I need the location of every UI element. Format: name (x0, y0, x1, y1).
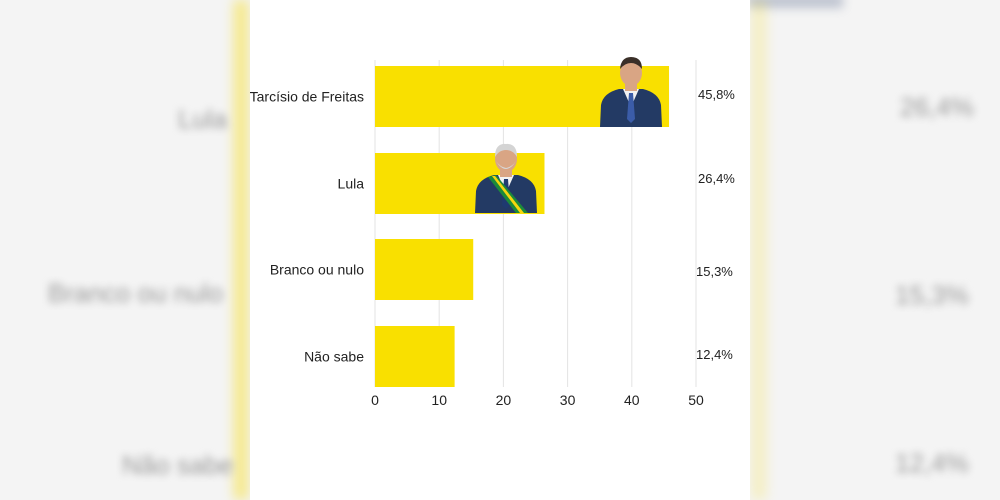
bar-chart: Tarcísio de Freitas Lula Branco ou nulo Não… (250, 57, 735, 408)
chart-panel: Tarcísio de Freitas Lula Branco ou nulo Não… (250, 0, 750, 500)
value-labels: 45,8% 26,4% 15,3% 12,4% (696, 87, 735, 362)
bar (375, 239, 474, 300)
category-labels: Tarcísio de Freitas Lula Branco ou nulo Não… (250, 89, 364, 365)
bar (375, 326, 455, 387)
x-axis-ticks: 0 10 20 30 40 50 (371, 392, 704, 408)
backdrop-text-1: Lula (178, 104, 228, 134)
x-tick-label: 40 (624, 392, 640, 408)
value-label: 15,3% (696, 264, 733, 279)
candidate-photo-tarcisio (600, 57, 662, 127)
category-label: Tarcísio de Freitas (250, 89, 364, 105)
candidate-photos (475, 57, 662, 213)
value-label: 26,4% (698, 171, 735, 186)
x-tick-label: 20 (496, 392, 512, 408)
backdrop-text-6: 12,4% (895, 448, 969, 478)
x-tick-label: 30 (560, 392, 576, 408)
value-label: 45,8% (698, 87, 735, 102)
backdrop-text-2: Branco ou nulo (48, 278, 223, 308)
category-label: Lula (338, 176, 365, 192)
backdrop-top-strip (748, 0, 843, 8)
x-tick-label: 0 (371, 392, 379, 408)
candidate-photo-lula (475, 143, 537, 213)
backdrop-left-bar (234, 0, 248, 500)
backdrop-text-4: 26,4% (900, 92, 974, 122)
value-label: 12,4% (696, 347, 733, 362)
x-tick-label: 10 (431, 392, 447, 408)
x-tick-label: 50 (688, 392, 704, 408)
category-label: Não sabe (304, 349, 364, 365)
backdrop-right-bar (752, 0, 766, 500)
category-label: Branco ou nulo (270, 262, 364, 278)
backdrop-text-3: Não sabe (122, 450, 234, 480)
backdrop-text-5: 15,3% (895, 280, 969, 310)
